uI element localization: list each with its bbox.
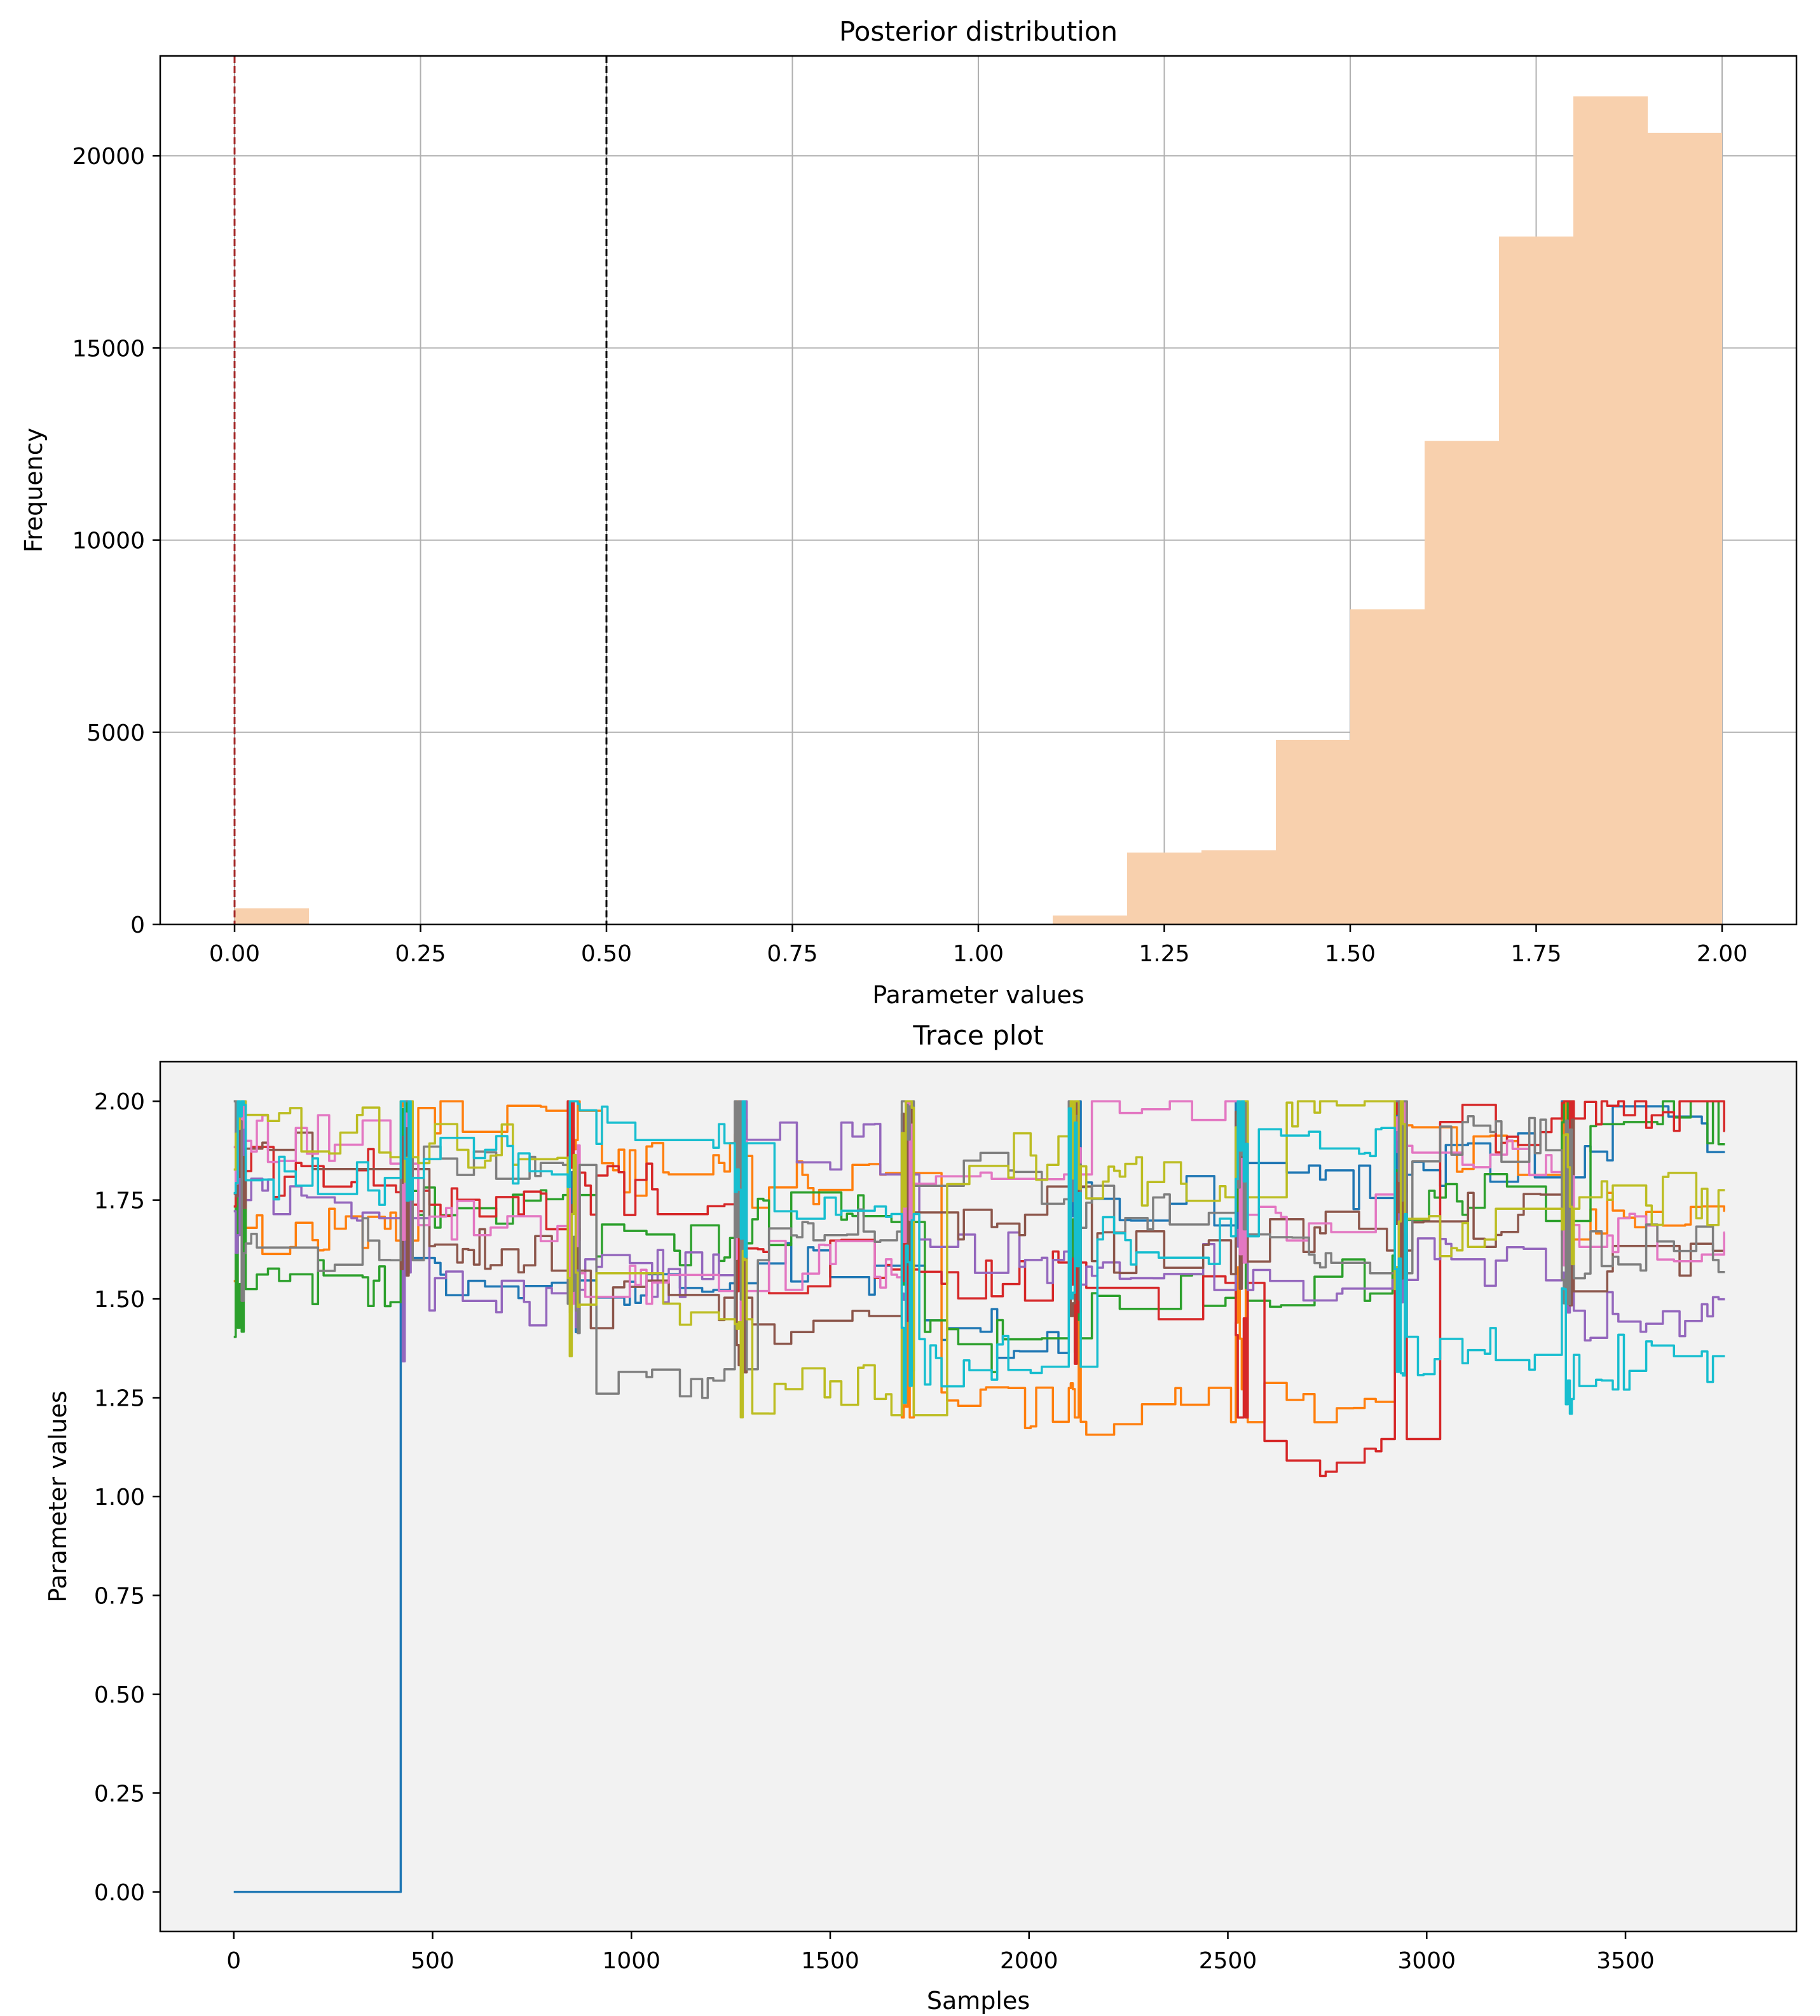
posterior-x-tick-label: 1.00 [953, 941, 1004, 967]
posterior-x-label: Parameter values [872, 981, 1084, 1009]
posterior-bars [235, 96, 1722, 925]
histogram-bar [1201, 850, 1276, 924]
trace-x-tick-label: 3500 [1596, 1948, 1655, 1974]
posterior-chart: 0.00 0.25 0.50 0.75 1.00 1.25 1.50 1.75 2.00 0 50… [20, 16, 1798, 1009]
posterior-y-tick-label: 5000 [86, 720, 145, 746]
histogram-bar [1573, 96, 1648, 924]
trace-y-tick-label: 1.25 [94, 1386, 145, 1412]
trace-series-line [233, 1100, 1725, 1415]
trace-x-tick-label: 500 [411, 1948, 455, 1974]
trace-x-tick-label: 1000 [602, 1948, 660, 1974]
trace-x-tick-label: 2000 [1000, 1948, 1058, 1974]
histogram-bar [1648, 132, 1722, 924]
posterior-x-tick-label: 1.75 [1510, 941, 1561, 967]
trace-series-line [233, 1100, 1725, 1419]
trace-y-tick-label: 1.50 [94, 1287, 145, 1313]
histogram-bar [1053, 915, 1127, 924]
trace-y-tick-label: 1.75 [94, 1188, 145, 1214]
posterior-x-tick-label: 0.00 [209, 941, 260, 967]
posterior-x-tick-label: 0.50 [581, 941, 632, 967]
posterior-x-tick-label: 0.75 [767, 941, 818, 967]
posterior-y-tick-label: 20000 [72, 144, 145, 170]
trace-series-line [233, 1100, 1725, 1363]
trace-y-tick-label: 0.50 [94, 1682, 145, 1708]
posterior-y-tick-label: 15000 [72, 336, 145, 362]
posterior-reference-lines [233, 56, 608, 924]
posterior-x-tick-label: 0.25 [395, 941, 446, 967]
trace-lines [233, 1100, 1725, 1893]
posterior-y-tick-label: 10000 [72, 528, 145, 554]
histogram-bar [1499, 237, 1573, 925]
trace-x-tick-label: 1500 [801, 1948, 859, 1974]
histogram-bar [1350, 609, 1425, 924]
histogram-bar [235, 908, 309, 924]
posterior-x-tick-label: 2.00 [1697, 941, 1748, 967]
posterior-y-tick-label: 0 [130, 912, 145, 938]
trace-x-ticks: 0 500 1000 1500 2000 2500 3000 3500 [226, 1931, 1655, 1974]
trace-y-label: Parameter values [44, 1390, 72, 1602]
posterior-x-tick-label: 1.25 [1139, 941, 1189, 967]
posterior-y-label: Frequency [20, 428, 48, 552]
trace-y-tick-label: 0.75 [94, 1583, 145, 1609]
trace-chart: 0 500 1000 1500 2000 2500 3000 3500 0.00 0.25 0.5… [44, 1020, 1798, 2015]
posterior-title: Posterior distribution [839, 16, 1118, 47]
trace-title: Trace plot [912, 1020, 1043, 1051]
trace-y-tick-label: 0.25 [94, 1781, 145, 1807]
trace-y-tick-label: 0.00 [94, 1880, 145, 1906]
posterior-x-ticks: 0.00 0.25 0.50 0.75 1.00 1.25 1.50 1.75 2.00 [209, 924, 1748, 967]
trace-series-line [233, 1100, 1725, 1374]
posterior-x-tick-label: 1.50 [1325, 941, 1376, 967]
posterior-y-ticks: 0 5000 10000 15000 20000 [72, 144, 160, 938]
trace-x-label: Samples [927, 1987, 1030, 2015]
histogram-bar [1127, 852, 1201, 924]
trace-x-tick-label: 2500 [1199, 1948, 1257, 1974]
trace-x-tick-label: 3000 [1397, 1948, 1456, 1974]
trace-y-tick-label: 1.00 [94, 1485, 145, 1511]
trace-y-ticks: 0.00 0.25 0.50 0.75 1.00 1.25 1.50 1.75 2.00 [94, 1089, 160, 1906]
trace-series-line [233, 1100, 1725, 1328]
histogram-bar [1425, 441, 1499, 924]
trace-x-tick-label: 0 [226, 1948, 241, 1974]
trace-y-tick-label: 2.00 [94, 1089, 145, 1115]
histogram-bar [1276, 739, 1350, 924]
